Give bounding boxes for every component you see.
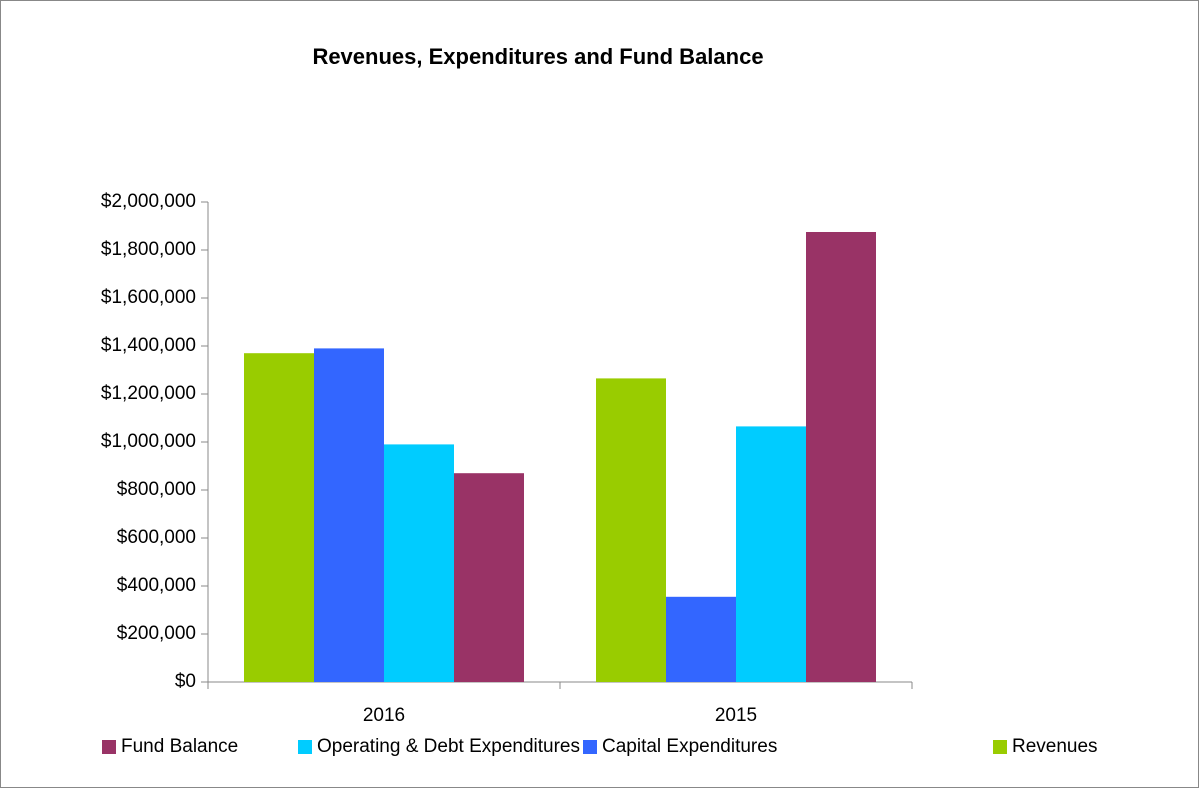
legend-swatch [993, 740, 1007, 754]
legend-swatch [298, 740, 312, 754]
legend-swatch [102, 740, 116, 754]
y-tick-label: $0 [175, 671, 196, 692]
bar [736, 426, 806, 682]
bar [666, 596, 736, 682]
y-tick-label: $1,600,000 [101, 287, 196, 308]
bar [244, 353, 314, 682]
legend-label: Fund Balance [121, 736, 238, 757]
legend-label: Revenues [1012, 736, 1098, 757]
y-tick-label: $600,000 [117, 527, 196, 548]
y-tick-label: $400,000 [117, 575, 196, 596]
legend-swatch [583, 740, 597, 754]
x-tick-label: 2016 [363, 705, 405, 726]
bar [384, 444, 454, 682]
y-tick-label: $1,200,000 [101, 383, 196, 404]
bar [806, 232, 876, 682]
y-tick-label: $1,400,000 [101, 335, 196, 356]
y-tick-label: $1,800,000 [101, 239, 196, 260]
legend-label: Operating & Debt Expenditures [317, 736, 580, 757]
legend-label: Capital Expenditures [602, 736, 777, 757]
bar [596, 378, 666, 682]
y-tick-label: $2,000,000 [101, 191, 196, 212]
chart-title: Revenues, Expenditures and Fund Balance [312, 44, 763, 69]
y-tick-label: $1,000,000 [101, 431, 196, 452]
y-tick-label: $200,000 [117, 623, 196, 644]
x-tick-label: 2015 [715, 705, 757, 726]
y-tick-label: $800,000 [117, 479, 196, 500]
bar [454, 473, 524, 682]
bar [314, 348, 384, 682]
